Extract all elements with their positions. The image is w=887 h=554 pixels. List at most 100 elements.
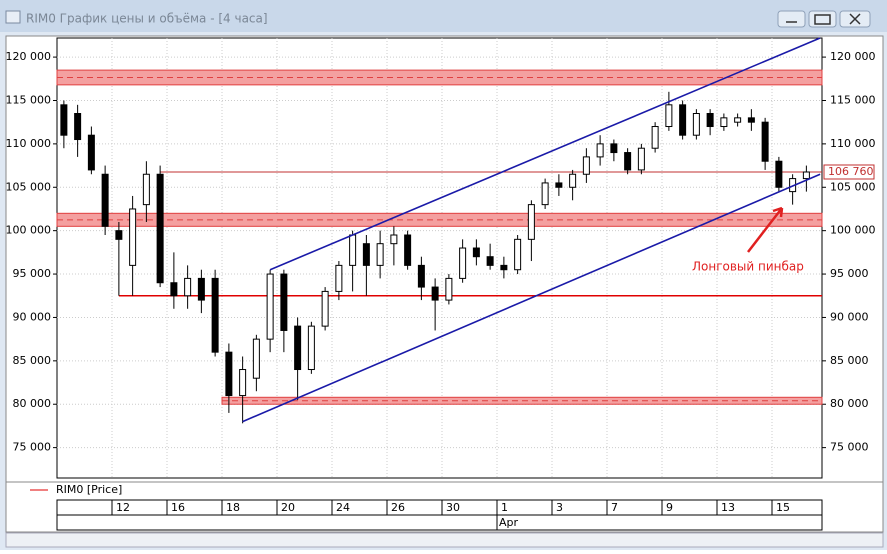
channel-line	[269, 37, 821, 271]
candle-body	[665, 104, 673, 128]
x-tick-label: 20	[281, 501, 295, 514]
candle-body	[74, 113, 82, 141]
candle-body	[115, 230, 123, 240]
legend-label: RIM0 [Price]	[56, 483, 122, 496]
last-price-label: 106 760	[828, 165, 874, 178]
window-icon	[5, 10, 21, 24]
candle-body	[445, 277, 453, 301]
window-button-glyphs	[786, 13, 861, 25]
candle-body	[500, 264, 508, 271]
candle-body	[321, 290, 329, 327]
candle-body	[569, 173, 577, 188]
candle-body	[225, 351, 233, 397]
x-tick-label: 30	[446, 501, 460, 514]
candle-body	[610, 143, 618, 154]
y-tick-label: 85 000	[13, 354, 52, 367]
candle-body	[527, 204, 535, 240]
candle-body	[294, 325, 302, 371]
candle-body	[252, 338, 260, 379]
candle-body	[280, 273, 288, 331]
candle-body	[431, 286, 439, 301]
month-label: Apr	[499, 516, 519, 529]
candle-body	[60, 104, 68, 136]
y-tick-label: 80 000	[13, 397, 52, 410]
candle-body	[802, 171, 810, 180]
y-tick-label: 105 000	[6, 180, 52, 193]
candle-body	[349, 234, 357, 266]
x-tick-label: 1	[501, 501, 508, 514]
candle-body	[129, 208, 137, 266]
annotation-arrow	[747, 206, 784, 253]
candle-body	[555, 182, 563, 188]
x-tick-label: 18	[226, 501, 240, 514]
x-tick-label: 13	[721, 501, 735, 514]
x-tick-label: 12	[116, 501, 130, 514]
candle-body	[624, 152, 632, 171]
candle-body	[692, 113, 700, 136]
y2-tick-label: 115 000	[830, 93, 876, 106]
candle-body	[706, 113, 714, 128]
x-tick-label: 26	[391, 501, 405, 514]
candle-body	[87, 134, 95, 171]
last-price-box	[823, 164, 875, 180]
y2-tick-label: 100 000	[830, 224, 876, 237]
candle-body	[775, 160, 783, 188]
x-tick-label: 3	[556, 501, 563, 514]
candle-body	[541, 182, 549, 206]
title-bar	[0, 0, 887, 32]
candle-body	[404, 234, 412, 266]
y2-tick-label: 75 000	[830, 441, 869, 454]
candle-body	[734, 117, 742, 123]
candle-body	[142, 173, 150, 206]
y2-tick-label: 95 000	[830, 267, 869, 280]
candle-body	[459, 247, 467, 279]
candle-body	[761, 121, 769, 162]
y-tick-label: 115 000	[6, 93, 52, 106]
candle-body	[390, 234, 398, 245]
x-tick-label: 24	[336, 501, 350, 514]
plot-area	[56, 37, 823, 479]
candle-body	[679, 104, 687, 136]
channel-line	[242, 173, 821, 423]
candle-body	[376, 243, 384, 266]
candle-body	[362, 243, 370, 266]
y2-tick-label: 120 000	[830, 50, 876, 63]
candle-body	[651, 126, 659, 149]
y2-tick-label: 105 000	[830, 180, 876, 193]
candle-body	[156, 173, 164, 284]
window-title: RIM0 График цены и объёма - [4 часа]	[26, 12, 268, 26]
candle-body	[486, 256, 494, 266]
y2-tick-label: 80 000	[830, 397, 869, 410]
y2-tick-label: 90 000	[830, 310, 869, 323]
candle-body	[596, 143, 604, 158]
minimize-button[interactable]	[777, 10, 806, 28]
candle-body	[197, 277, 205, 301]
candle-body	[266, 273, 274, 340]
x-tick-label: 9	[666, 501, 673, 514]
candle-body	[417, 264, 425, 288]
candle-body	[582, 156, 590, 175]
x-tick-label: 16	[171, 501, 185, 514]
candle-body	[101, 173, 109, 227]
x-tick-label: 15	[776, 501, 790, 514]
candle-body	[720, 117, 728, 128]
candle-body	[637, 147, 645, 171]
y2-tick-label: 110 000	[830, 137, 876, 150]
y-tick-label: 100 000	[6, 224, 52, 237]
scrollbar[interactable]	[5, 532, 884, 548]
y-tick-label: 120 000	[6, 50, 52, 63]
y-tick-label: 75 000	[13, 441, 52, 454]
candle-body	[335, 264, 343, 292]
y-tick-label: 90 000	[13, 310, 52, 323]
candle-body	[170, 282, 178, 297]
candle-body	[747, 117, 755, 123]
candle-body	[472, 247, 480, 258]
y-tick-label: 110 000	[6, 137, 52, 150]
candle-body	[514, 238, 522, 271]
annotation-text: Лонговый пинбар	[692, 260, 804, 274]
candle-body	[184, 277, 192, 297]
x-tick-label: 7	[611, 501, 618, 514]
candle-body	[211, 277, 219, 353]
y2-tick-label: 85 000	[830, 354, 869, 367]
